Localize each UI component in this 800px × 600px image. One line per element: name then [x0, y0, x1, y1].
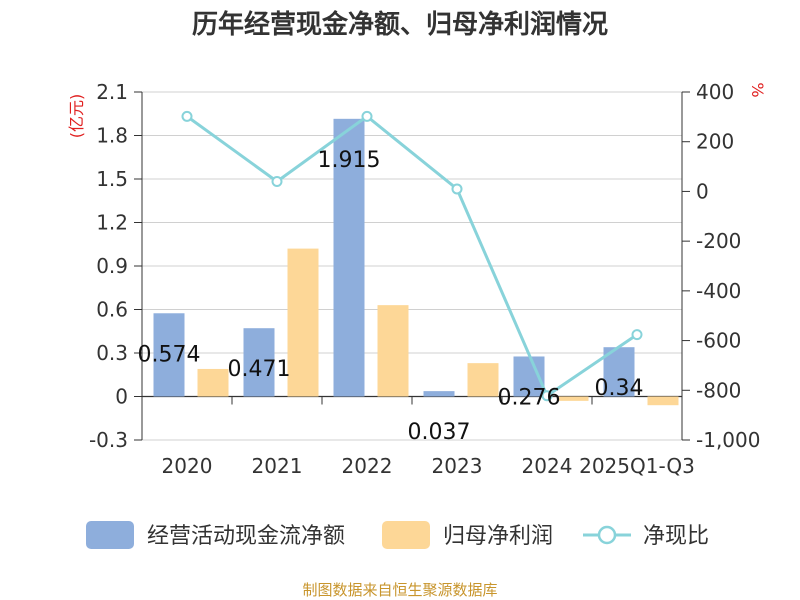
left-axis-tick-label: 2.1 — [96, 80, 128, 104]
bar-operating-cash-flow — [333, 118, 365, 397]
legend-label: 净现比 — [643, 524, 709, 549]
left-axis-tick-label: 0.6 — [96, 298, 128, 322]
right-axis-unit: % — [748, 82, 767, 97]
x-axis-category-label: 2022 — [342, 454, 393, 478]
line-point — [631, 329, 643, 341]
left-axis-unit: (亿元) — [67, 94, 86, 139]
legend-label: 归母净利润 — [443, 524, 553, 549]
right-axis-tick-label: -200 — [696, 229, 741, 253]
legend: 经营活动现金流净额 归母净利润 净现比 — [86, 521, 709, 549]
line-net-cash-ratio — [186, 114, 638, 399]
data-labels: 0.574 0.471 1.915 0.037 0.276 0.34 — [138, 148, 644, 445]
bar-net-profit — [377, 305, 409, 397]
bar-data-label: 1.915 — [318, 148, 381, 173]
legend-line-marker — [597, 525, 617, 545]
x-axis-category-label: 2021 — [252, 454, 303, 478]
legend-swatch — [382, 521, 430, 549]
right-axis-tick-label: 0 — [696, 179, 709, 203]
line-series — [181, 110, 643, 402]
bar-data-label: 0.34 — [595, 376, 644, 401]
line-point — [541, 390, 553, 402]
axes: -0.3 0 0.3 0.6 0.9 1.2 1.5 1.8 2.1 -1,000 -800 -600… — [89, 80, 761, 478]
bar-data-label: 0.471 — [228, 357, 291, 382]
right-axis-tick-label: 200 — [696, 130, 734, 154]
left-axis-tick-label: 0 — [115, 385, 128, 409]
line-point — [271, 175, 283, 187]
right-axis-tick-label: -400 — [696, 279, 741, 303]
line-point — [451, 183, 463, 195]
bar-data-label: 0.276 — [498, 385, 561, 410]
left-axis-tick-label: 0.3 — [96, 341, 128, 365]
legend-swatch — [86, 521, 134, 549]
bar-net-profit — [197, 368, 229, 397]
line-point — [181, 110, 193, 122]
bar-operating-cash-flow — [153, 313, 185, 397]
bar-net-profit — [647, 396, 679, 406]
bar-operating-cash-flow — [243, 328, 275, 397]
bar-data-label: 0.574 — [138, 342, 201, 367]
legend-label: 经营活动现金流净额 — [147, 524, 345, 549]
left-axis-tick-label: 1.2 — [96, 211, 128, 235]
x-axis-category-label: 2020 — [162, 454, 213, 478]
left-axis-tick-label: -0.3 — [89, 428, 128, 452]
chart-title: 历年经营现金净额、归母净利润情况 — [192, 9, 608, 40]
x-axis-category-label: 2024 — [522, 454, 573, 478]
source-note: 制图数据来自恒生聚源数据库 — [302, 581, 497, 599]
bar-data-label: 0.037 — [408, 420, 471, 445]
x-axis-category-label: 2023 — [432, 454, 483, 478]
left-axis-tick-label: 1.5 — [96, 167, 128, 191]
bar-net-profit — [467, 363, 499, 397]
grid — [142, 91, 682, 441]
left-axis-tick-label: 0.9 — [96, 254, 128, 278]
bar-net-profit — [287, 248, 319, 397]
bar-operating-cash-flow — [423, 391, 455, 397]
right-axis-tick-label: -600 — [696, 329, 741, 353]
right-axis-tick-label: -1,000 — [696, 428, 760, 452]
right-axis-tick-label: -800 — [696, 378, 741, 402]
line-point — [361, 110, 373, 122]
bar-net-profit — [557, 396, 589, 401]
left-axis-tick-label: 1.8 — [96, 124, 128, 148]
x-axis-category-label: 2025Q1-Q3 — [579, 454, 695, 478]
right-axis-tick-label: 400 — [696, 80, 734, 104]
